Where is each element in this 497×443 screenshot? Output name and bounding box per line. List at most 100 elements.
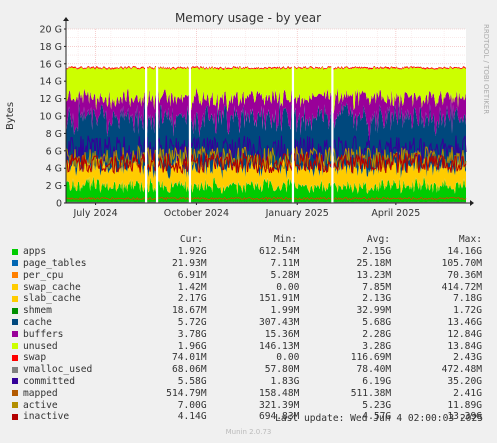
legend-name: shmem bbox=[23, 305, 52, 317]
legend-avg: 78.40M bbox=[356, 364, 392, 376]
y-tick-label: 14 G bbox=[40, 77, 62, 88]
legend-min: 1.83G bbox=[270, 375, 300, 387]
legend-cur: 68.06M bbox=[171, 364, 207, 376]
last-update-text: Last update: Wed Jun 4 02:00:03 2025 bbox=[275, 413, 483, 424]
legend-max: 14.16G bbox=[447, 246, 482, 258]
legend-name: mapped bbox=[23, 387, 58, 399]
legend-name: buffers bbox=[23, 328, 64, 340]
x-tick-label: October 2024 bbox=[164, 208, 229, 219]
legend-cur: 7.00G bbox=[177, 399, 207, 411]
legend-row-slab_cache: slab_cache 2.17G 151.91M 2.13G 7.18G bbox=[12, 293, 482, 305]
legend-row-cache: cache 5.72G 307.43M 5.68G 13.46G bbox=[12, 317, 482, 329]
legend-max: 12.84G bbox=[447, 328, 482, 340]
legend-row-inactive: inactive 4.14G 694.83M 4.57G 13.39G bbox=[12, 411, 482, 423]
legend-row-active: active 7.00G 321.39M 5.23G 11.89G bbox=[12, 399, 482, 411]
x-axis-arrow bbox=[470, 200, 474, 206]
line-series bbox=[65, 135, 467, 204]
legend-cur: 5.58G bbox=[177, 375, 207, 387]
legend-max: 414.72M bbox=[441, 281, 482, 293]
legend-row-per_cpu: per_cpu 6.91M 5.28M 13.23M 70.36M bbox=[12, 269, 482, 281]
legend-row-unused: unused 1.96G 146.13M 3.28G 13.84G bbox=[12, 340, 482, 352]
legend-avg: 13.23M bbox=[356, 269, 392, 281]
legend-min: 1.99M bbox=[270, 305, 300, 317]
legend-min: 5.28M bbox=[270, 269, 300, 281]
legend-swatch bbox=[12, 413, 18, 420]
legend-swatch bbox=[12, 248, 18, 255]
legend-name: inactive bbox=[23, 411, 70, 423]
x-tick-labels: July 2024 October 2024 January 2025 April 2… bbox=[72, 203, 420, 219]
legend-avg: 6.19G bbox=[362, 375, 392, 387]
rrdtool-label: RRDTOOL / TOBI OETIKER bbox=[482, 24, 490, 114]
legend-min: 7.11M bbox=[270, 257, 300, 269]
y-axis-arrow bbox=[63, 17, 69, 21]
legend-cur: 21.93M bbox=[171, 257, 207, 269]
legend-max: 2.41G bbox=[453, 387, 482, 399]
legend-avg: 511.38M bbox=[350, 387, 392, 399]
legend-avg: 2.13G bbox=[362, 293, 392, 305]
legend-row-swap: swap 74.01M 0.00 116.69M 2.43G bbox=[12, 352, 482, 364]
legend-max: 105.70M bbox=[441, 257, 482, 269]
chart: Memory usage - by year Bytes RRDTOOL / T… bbox=[5, 11, 490, 219]
x-tick-label: January 2025 bbox=[265, 208, 329, 219]
legend-min: 158.48M bbox=[258, 387, 300, 399]
data-gap bbox=[188, 64, 192, 203]
legend-cur: 3.78G bbox=[177, 328, 207, 340]
legend-rows: apps 1.92G 612.54M 2.15G 14.16G page_tables 21… bbox=[12, 246, 482, 423]
legend-max: 2.43G bbox=[453, 352, 482, 364]
legend-swatch bbox=[12, 354, 18, 361]
legend-max: 7.18G bbox=[453, 293, 482, 305]
legend-min: 612.54M bbox=[258, 246, 300, 258]
legend-min: 321.39M bbox=[258, 399, 300, 411]
legend-swatch bbox=[12, 272, 18, 279]
legend-min: 694.83M bbox=[258, 411, 300, 423]
legend-swatch bbox=[12, 319, 18, 326]
legend-min: 151.91M bbox=[258, 293, 300, 305]
legend: Cur: Min: Avg: Max: apps 1.92G 612.54M 2.15… bbox=[12, 234, 482, 423]
legend-avg: 2.15G bbox=[362, 246, 392, 258]
legend-swatch bbox=[12, 295, 18, 302]
header-max: Max: bbox=[458, 234, 482, 246]
legend-avg: 2.28G bbox=[362, 328, 392, 340]
legend-avg: 4.57G bbox=[362, 411, 392, 423]
line-mapped bbox=[65, 196, 467, 201]
legend-row-page_tables: page_tables 21.93M 7.11M 25.18M 105.70M bbox=[12, 258, 482, 270]
legend-swatch bbox=[12, 260, 18, 267]
legend-min: 0.00 bbox=[276, 352, 300, 364]
header-min: Min: bbox=[273, 234, 297, 246]
legend-name: apps bbox=[23, 246, 47, 258]
legend-max: 1.72G bbox=[453, 305, 482, 317]
legend-name: cache bbox=[23, 316, 52, 328]
y-tick-label: 10 G bbox=[40, 112, 62, 123]
legend-row-apps: apps 1.92G 612.54M 2.15G 14.16G bbox=[12, 246, 482, 258]
legend-avg: 3.28G bbox=[362, 340, 392, 352]
y-axis-label: Bytes bbox=[5, 102, 16, 130]
legend-min: 57.80M bbox=[264, 364, 300, 376]
legend-row-shmem: shmem 18.67M 1.99M 32.99M 1.72G bbox=[12, 305, 482, 317]
data-gap bbox=[291, 64, 295, 203]
legend-min: 0.00 bbox=[276, 281, 300, 293]
y-tick-label: 12 G bbox=[40, 94, 62, 105]
y-tick-label: 2 G bbox=[46, 181, 62, 192]
data-gap bbox=[331, 64, 334, 203]
legend-row-committed: committed 5.58G 1.83G 6.19G 35.20G bbox=[12, 376, 482, 388]
legend-cur: 18.67M bbox=[171, 305, 207, 317]
legend-header: Cur: Min: Avg: Max: bbox=[12, 234, 482, 246]
legend-max: 70.36M bbox=[447, 269, 482, 281]
legend-name: page_tables bbox=[23, 257, 87, 269]
legend-row-swap_cache: swap_cache 1.42M 0.00 7.85M 414.72M bbox=[12, 281, 482, 293]
legend-min: 307.43M bbox=[258, 316, 300, 328]
legend-cur: 5.72G bbox=[177, 316, 207, 328]
legend-swatch bbox=[12, 331, 18, 338]
legend-swatch bbox=[12, 378, 18, 385]
header-cur: Cur: bbox=[179, 234, 203, 246]
legend-cur: 6.91M bbox=[177, 269, 207, 281]
x-tick-label: April 2025 bbox=[371, 208, 420, 219]
legend-swatch bbox=[12, 366, 18, 373]
legend-avg: 7.85M bbox=[362, 281, 392, 293]
legend-name: swap bbox=[23, 352, 47, 364]
stacked-areas bbox=[66, 66, 466, 203]
legend-cur: 514.79M bbox=[166, 387, 207, 399]
legend-row-buffers: buffers 3.78G 15.36M 2.28G 12.84G bbox=[12, 328, 482, 340]
legend-swatch bbox=[12, 307, 18, 314]
legend-name: swap_cache bbox=[23, 281, 81, 293]
